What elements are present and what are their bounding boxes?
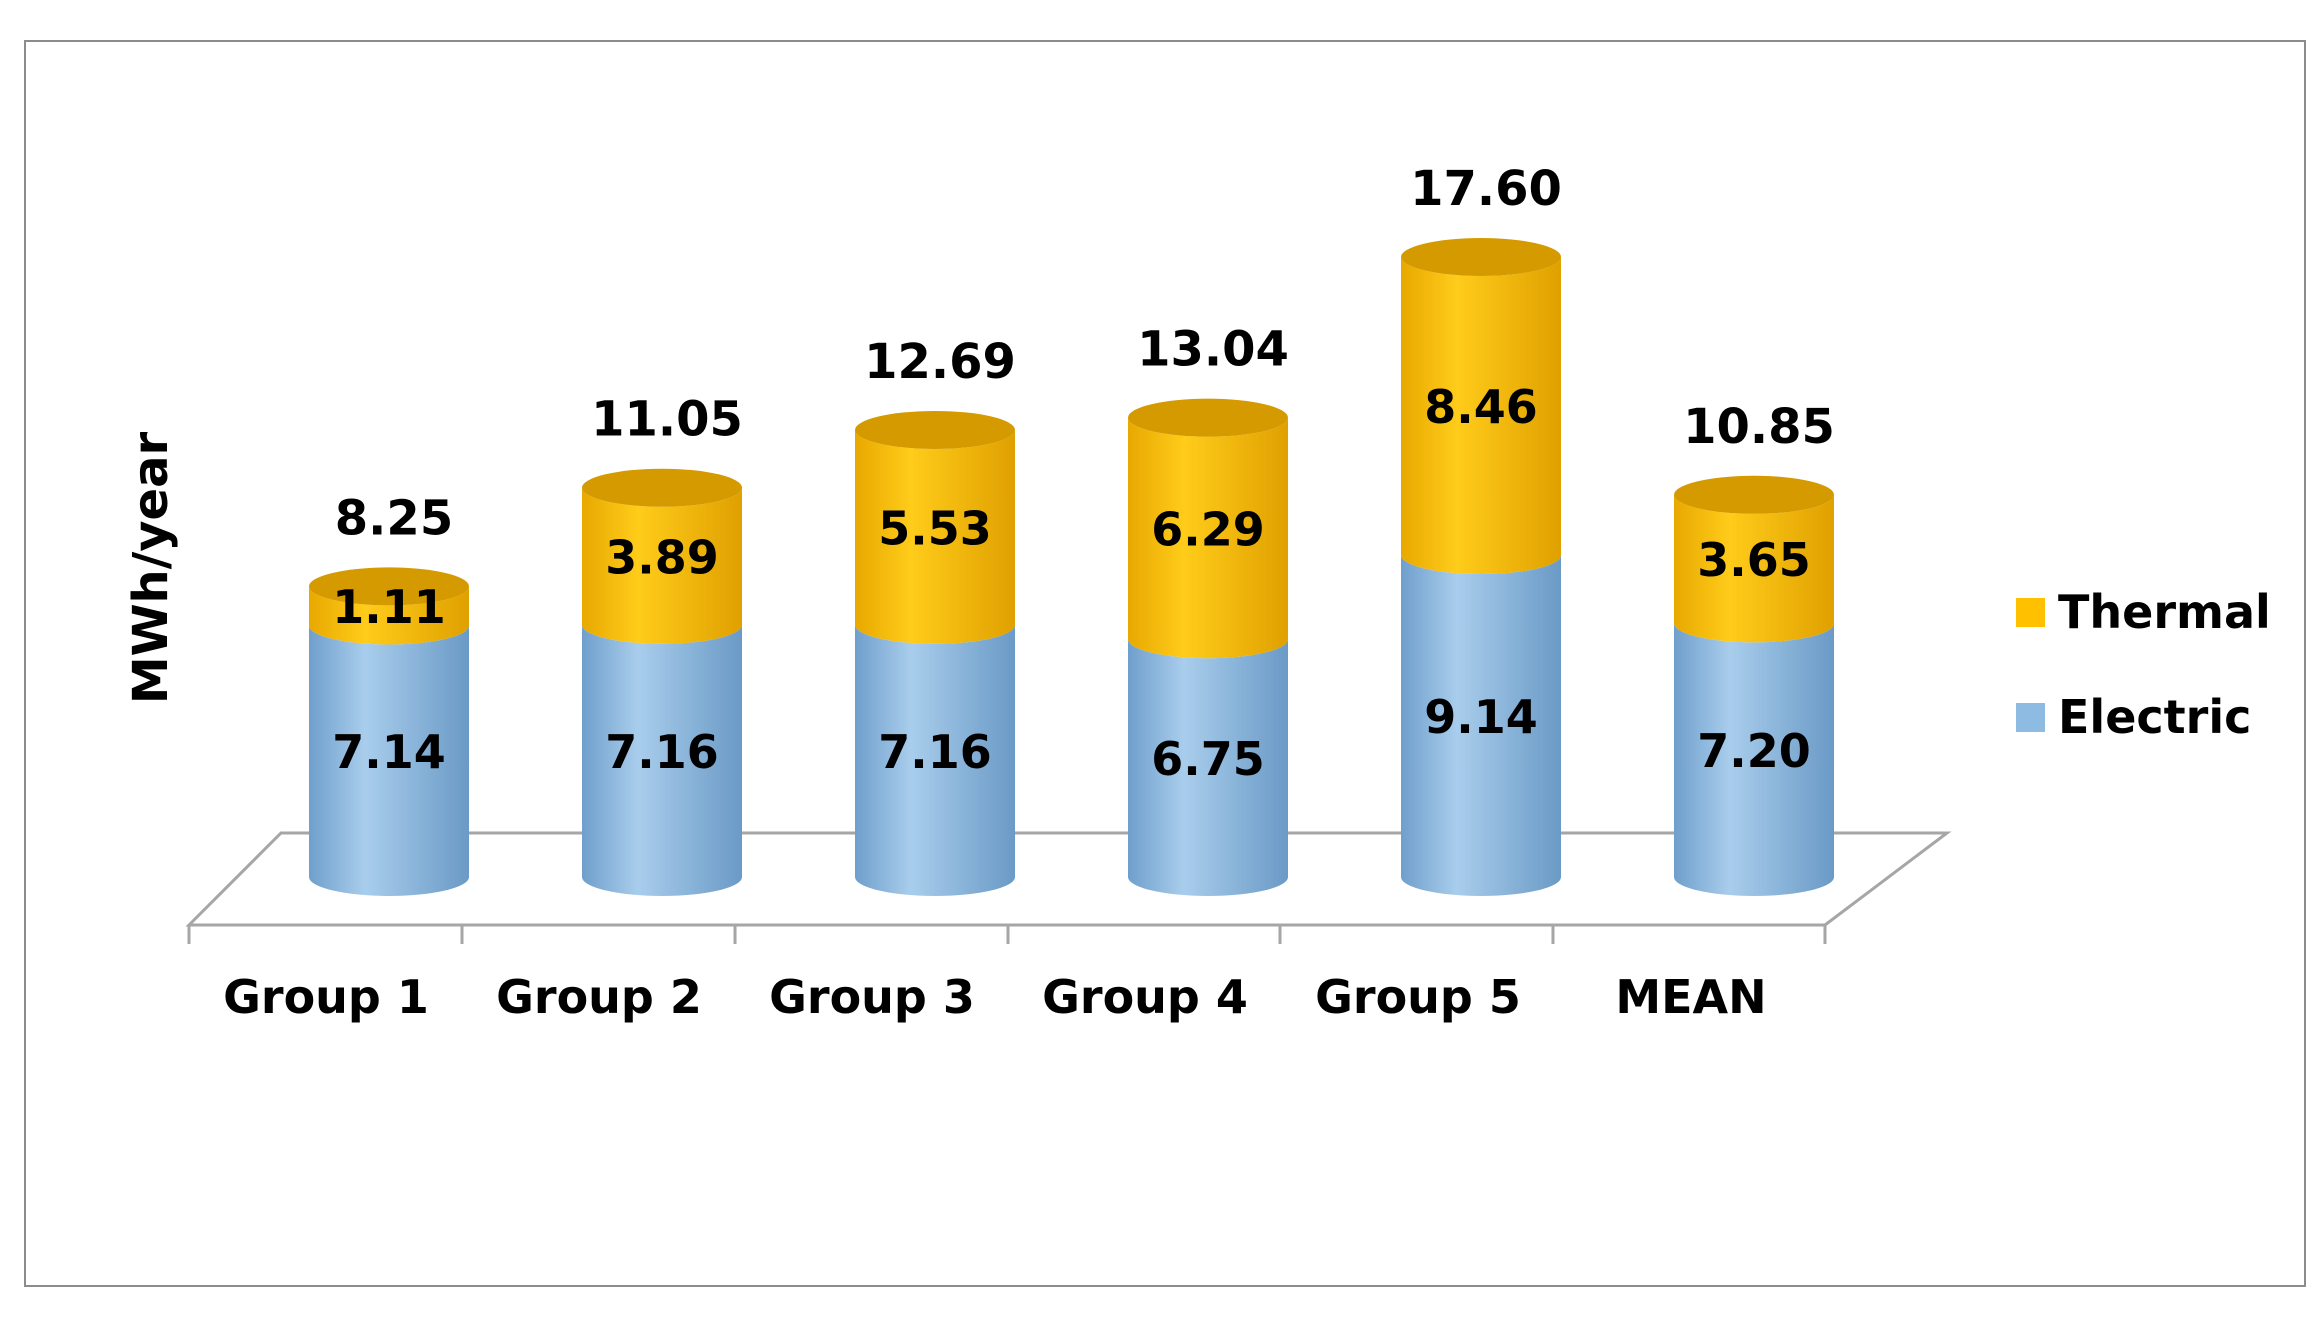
bar-thermal [309, 586, 469, 645]
bar-top-cap [1674, 475, 1834, 514]
legend: Thermal Electric [2016, 585, 2271, 744]
data-label-electric: 7.14 [332, 725, 446, 779]
bar-electric [1128, 639, 1288, 896]
data-label-total: 11.05 [591, 392, 743, 448]
x-tick-label: Group 1 [223, 970, 429, 1024]
bar-electric [582, 624, 742, 896]
data-label-thermal: 8.46 [1424, 380, 1538, 434]
bar-top-cap [855, 410, 1015, 449]
legend-swatch-thermal [2016, 598, 2045, 627]
data-label-electric: 7.16 [605, 725, 719, 779]
data-label-total: 13.04 [1137, 322, 1289, 378]
data-label-total: 8.25 [335, 490, 453, 546]
x-tick-label: Group 3 [769, 970, 975, 1024]
legend-swatch-electric [2016, 703, 2045, 732]
data-label-thermal: 3.65 [1697, 533, 1811, 587]
data-label-electric: 9.14 [1424, 690, 1538, 744]
bars-layer [309, 238, 1835, 896]
data-label-electric: 7.16 [878, 725, 992, 779]
bar-electric [1401, 555, 1561, 896]
bar-thermal [582, 487, 742, 644]
bar-top-cap [582, 468, 742, 507]
bar-thermal [1128, 417, 1288, 659]
bar-electric [309, 625, 469, 896]
x-tick-label: Group 2 [496, 970, 702, 1024]
data-label-thermal: 6.29 [1151, 502, 1265, 556]
data-label-electric: 6.75 [1151, 732, 1265, 786]
data-label-electric: 7.20 [1697, 724, 1811, 778]
bar-electric [1674, 623, 1835, 896]
bar-electric [855, 624, 1015, 896]
bar-thermal [1674, 494, 1835, 643]
bar-thermal [1401, 257, 1561, 575]
data-label-total: 17.60 [1410, 161, 1562, 217]
data-label-thermal: 1.11 [332, 580, 446, 634]
x-tick-labels: Group 1 Group 2 Group 3 Group 4 Group 5 MEAN [223, 970, 1767, 1024]
data-label-thermal: 5.53 [878, 501, 992, 555]
data-label-total: 12.69 [864, 334, 1016, 390]
data-label-total: 10.85 [1683, 399, 1835, 455]
data-label-thermal: 3.89 [605, 530, 719, 584]
bar-top-cap [309, 567, 469, 606]
x-tick-label: Group 4 [1042, 970, 1248, 1024]
bar-thermal [855, 429, 1015, 644]
legend-label-electric: Electric [2058, 690, 2251, 744]
y-axis-label: MWh/year [123, 432, 179, 705]
x-tick-label: Group 5 [1315, 970, 1521, 1024]
x-tick-label: MEAN [1615, 970, 1766, 1024]
bar-top-cap [1401, 238, 1561, 276]
bar-top-cap [1128, 398, 1288, 437]
labels-layer: 7.14 1.11 8.25 7.16 3.89 11.05 7.16 5.53 12.69 6.… [332, 161, 1835, 786]
legend-label-thermal: Thermal [2058, 585, 2271, 639]
